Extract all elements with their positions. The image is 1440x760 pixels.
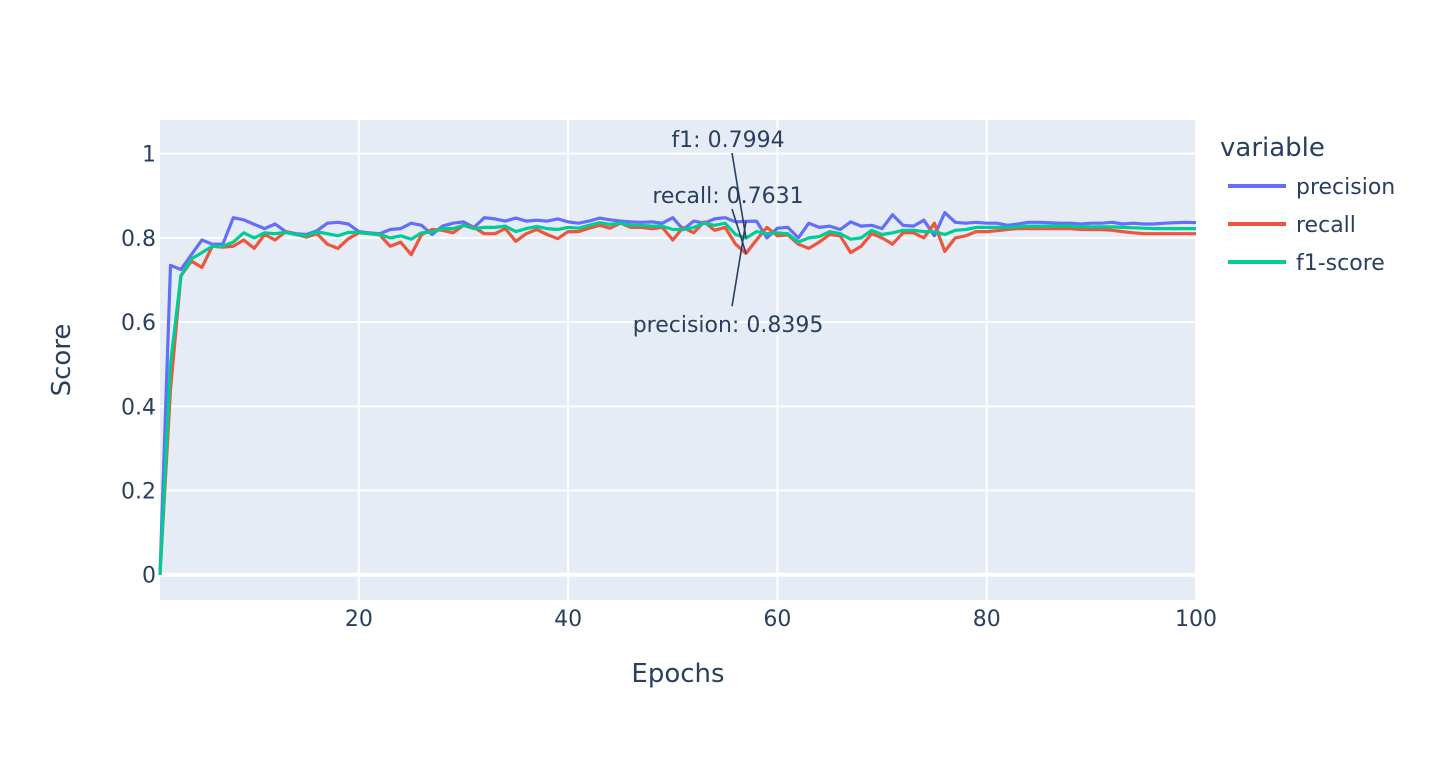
legend-title: variable [1220, 133, 1325, 163]
y-axis-ticks: 0 0.2 0.4 0.6 0.8 1 [121, 143, 156, 589]
series-lines [158, 211, 1197, 575]
plot-background [160, 120, 1196, 600]
annotation-arrow [731, 208, 747, 254]
y-axis-title: Score [47, 324, 77, 397]
x-tick-label: 80 [973, 607, 1001, 632]
x-tick-label: 100 [1175, 607, 1217, 632]
annotation-label: f1: 0.7994 [671, 128, 784, 153]
legend-item-f1-score[interactable]: f1-score [1228, 251, 1385, 276]
series-line-f1-score[interactable] [158, 221, 1196, 575]
annotation-label: recall: 0.7631 [652, 184, 803, 209]
y-tick-label: 0.6 [121, 311, 156, 336]
series-line-precision[interactable] [158, 211, 1197, 575]
annotation-label: precision: 0.8395 [633, 313, 824, 338]
grid-lines [160, 120, 1197, 600]
x-axis-ticks: 20 40 60 80 100 [345, 607, 1217, 632]
y-tick-label: 0 [142, 564, 156, 589]
legend-label: f1-score [1296, 251, 1385, 276]
x-tick-label: 60 [763, 607, 791, 632]
x-axis-title: Epochs [631, 659, 724, 689]
y-tick-label: 0.2 [121, 480, 156, 505]
annotation-arrow [731, 152, 747, 239]
annotation-arrow [731, 221, 747, 307]
legend-label: precision [1296, 175, 1395, 200]
y-tick-label: 0.4 [121, 395, 156, 420]
annotations: f1: 0.7994 recall: 0.7631 precision: 0.839… [633, 128, 824, 338]
legend-item-recall[interactable]: recall [1228, 213, 1356, 238]
x-tick-label: 40 [554, 607, 582, 632]
legend-label: recall [1296, 213, 1356, 238]
y-tick-label: 0.8 [121, 227, 156, 252]
y-tick-label: 1 [142, 143, 156, 168]
legend-item-precision[interactable]: precision [1228, 175, 1395, 200]
legend[interactable]: variable precision recall f1-score [1220, 133, 1395, 276]
x-tick-label: 20 [345, 607, 373, 632]
series-line-recall[interactable] [158, 220, 1196, 575]
